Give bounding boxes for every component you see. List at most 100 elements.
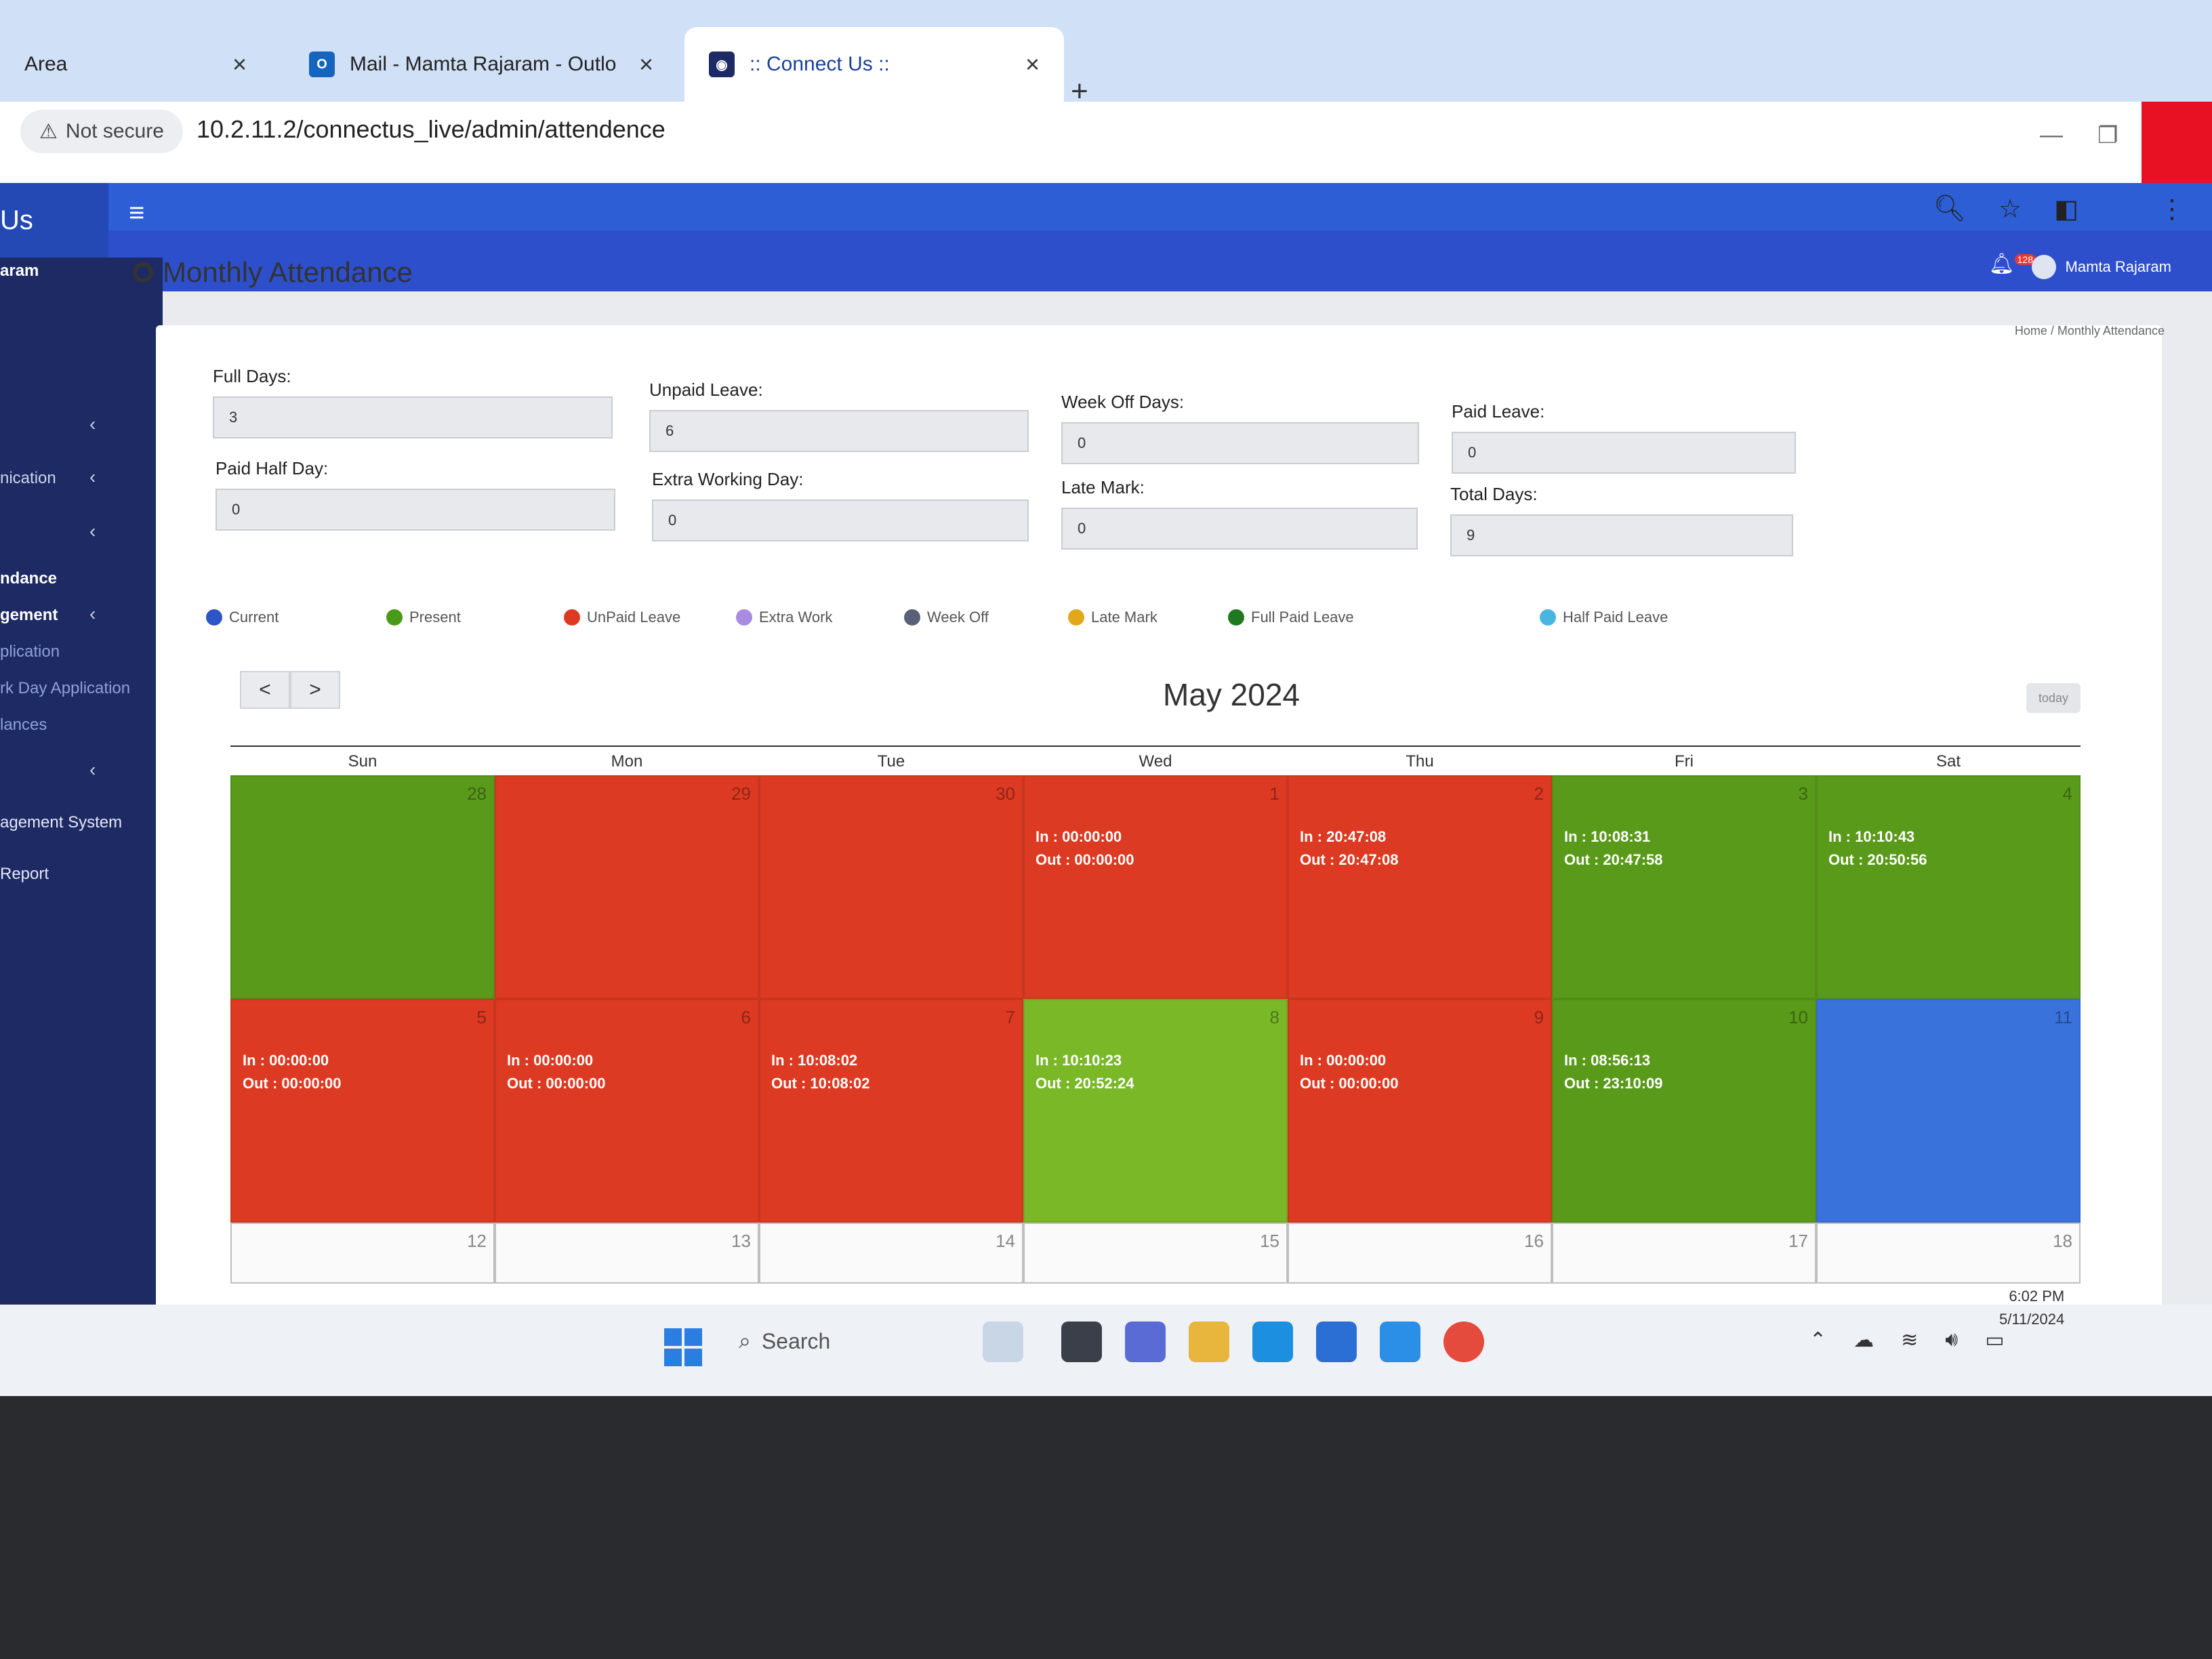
file-explorer-icon[interactable] — [1189, 1322, 1229, 1362]
breadcrumb[interactable]: Home / Monthly Attendance — [2014, 324, 2165, 337]
app-brand[interactable]: Us — [0, 183, 108, 258]
legend-extra-work: Extra Work — [736, 609, 832, 626]
chrome-icon[interactable] — [1443, 1322, 1484, 1362]
tab-label: :: Connect Us :: — [750, 53, 890, 75]
calendar-day-cell[interactable]: 1 In : 00:00:00 Out : 00:00:00 — [1023, 775, 1288, 999]
battery-icon[interactable]: ▭ — [1985, 1329, 2005, 1351]
calendar-day-cell[interactable]: 2 In : 20:47:08 Out : 20:47:08 — [1288, 775, 1552, 999]
zoom-icon[interactable]: 🔍︎ — [1933, 194, 1967, 223]
more-menu-icon[interactable]: ⋮ — [2159, 195, 2185, 224]
day-header-thu: Thu — [1288, 745, 1552, 777]
calendar-day-cell[interactable]: 7 In : 10:08:02 Out : 10:08:02 — [759, 999, 1023, 1223]
sidebar-item-management-system[interactable]: agement System — [0, 813, 123, 832]
sidebar-item-work-day-application[interactable]: rk Day Application — [0, 679, 131, 697]
calendar-day-cell[interactable]: 8 In : 10:10:23 Out : 20:52:24 — [1023, 999, 1288, 1223]
window-close-button[interactable] — [2142, 102, 2212, 183]
calendar-day-cell[interactable]: 14 — [759, 1223, 1023, 1284]
day-number: 9 — [1534, 1007, 1544, 1027]
extra-working-day-input[interactable]: 0 — [652, 499, 1029, 541]
calendar-day-cell[interactable]: 13 — [495, 1223, 759, 1284]
sidebar-item-management[interactable]: gement — [0, 606, 58, 624]
tab-area[interactable]: Area × — [0, 27, 271, 102]
calendar-day-cell[interactable]: 4 In : 10:10:43 Out : 20:50:56 — [1816, 775, 2081, 999]
tab-outlook[interactable]: O Mail - Mamta Rajaram - Outlo × — [285, 27, 678, 102]
tab-close-icon[interactable]: × — [232, 50, 247, 78]
restore-icon[interactable]: ❐ — [2097, 123, 2118, 148]
calendar-day-cell[interactable]: 5 In : 00:00:00 Out : 00:00:00 — [230, 999, 495, 1223]
total-days-input[interactable]: 9 — [1450, 514, 1793, 556]
url-input[interactable]: 10.2.11.2/connectus_live/admin/attendenc… — [197, 115, 665, 143]
tab-close-icon[interactable]: × — [1025, 50, 1040, 78]
calendar-day-cell[interactable]: 11 — [1816, 999, 2081, 1223]
bookmark-star-icon[interactable]: ☆ — [1999, 195, 2022, 224]
user-menu[interactable]: Mamta Rajaram — [2031, 255, 2171, 279]
legend-dot — [386, 609, 403, 626]
windows-start-icon[interactable] — [664, 1328, 702, 1366]
today-button[interactable]: today — [2026, 683, 2081, 713]
calendar-day-cell[interactable]: 3 In : 10:08:31 Out : 20:47:58 — [1552, 775, 1816, 999]
sidebar-item-attendance[interactable]: ndance — [0, 569, 58, 588]
calendar-day-cell[interactable]: 9 In : 00:00:00 Out : 00:00:00 — [1288, 999, 1552, 1223]
chevron-left-icon[interactable]: ‹ — [89, 466, 96, 487]
calendar-day-cell[interactable]: 29 — [495, 775, 759, 999]
unpaid-leave-input[interactable]: 6 — [649, 410, 1029, 452]
next-month-button[interactable]: > — [290, 671, 340, 709]
week-off-days-input[interactable]: 0 — [1061, 422, 1419, 464]
menu-toggle-icon[interactable]: ≡ — [129, 198, 145, 228]
connect-us-icon: ◉ — [709, 52, 735, 77]
sidebar-item-communication[interactable]: nication — [0, 469, 56, 487]
security-label: Not secure — [65, 120, 164, 142]
calendar-day-cell[interactable]: 16 — [1288, 1223, 1552, 1284]
sidebar-item-balances[interactable]: lances — [0, 716, 47, 734]
day-number: 17 — [1788, 1231, 1808, 1251]
sidepanel-icon[interactable]: ◧ — [2054, 195, 2079, 224]
chevron-left-icon[interactable]: ‹ — [89, 759, 96, 780]
wifi-icon[interactable]: ≋ — [1901, 1329, 1919, 1351]
store-icon[interactable] — [1316, 1322, 1357, 1362]
attendance-times: In : 00:00:00 Out : 00:00:00 — [1300, 1049, 1399, 1095]
sidebar-item-application[interactable]: plication — [0, 642, 60, 661]
teams-icon[interactable] — [1125, 1322, 1166, 1362]
field-label: Unpaid Leave: — [649, 380, 763, 400]
chevron-left-icon[interactable]: ‹ — [89, 413, 96, 434]
weather-icon[interactable] — [983, 1322, 1023, 1362]
chevron-left-icon[interactable]: ‹ — [89, 603, 96, 624]
day-number: 1 — [1269, 783, 1279, 804]
calendar-day-cell[interactable]: 6 In : 00:00:00 Out : 00:00:00 — [495, 999, 759, 1223]
paid-half-day-input[interactable]: 0 — [216, 489, 615, 531]
calendar-day-cell[interactable]: 28 — [230, 775, 495, 999]
calendar-title: May 2024 — [1163, 677, 1300, 712]
paid-leave-input[interactable]: 0 — [1452, 432, 1796, 474]
legend-dot — [1540, 609, 1556, 626]
day-header-mon: Mon — [495, 745, 759, 777]
minimize-icon[interactable]: — — [2040, 122, 2063, 148]
taskbar-search[interactable]: ⌕ Search — [739, 1328, 830, 1354]
chevron-up-icon[interactable]: ⌃ — [1809, 1329, 1827, 1351]
calendar-day-cell[interactable]: 15 — [1023, 1223, 1288, 1284]
calendar-day-cell[interactable]: 30 — [759, 775, 1023, 999]
calendar-day-cell[interactable]: 18 — [1816, 1223, 2081, 1284]
notification-bell-icon[interactable]: 🔔︎ 128 — [1989, 252, 2036, 276]
system-tray: ⌃ ☁ ≋ 🔊︎ ▭ — [1809, 1328, 2005, 1352]
chevron-left-icon[interactable]: ‹ — [89, 520, 96, 541]
calendar-day-cell[interactable]: 12 — [230, 1223, 495, 1284]
late-mark-input[interactable]: 0 — [1061, 508, 1418, 550]
calendar-day-cell[interactable]: 17 — [1552, 1223, 1816, 1284]
prev-month-button[interactable]: < — [240, 671, 290, 709]
cloud-off-icon[interactable]: ☁ — [1853, 1329, 1875, 1351]
sidebar-item-report[interactable]: Report — [0, 865, 49, 883]
calendar-day-cell[interactable]: 10 In : 08:56:13 Out : 23:10:09 — [1552, 999, 1816, 1223]
app-l-icon[interactable] — [1061, 1322, 1102, 1362]
edge-icon[interactable] — [1252, 1322, 1293, 1362]
unpaid-leave-field: Unpaid Leave: 6 — [649, 380, 1029, 452]
profile-icon[interactable]: ● — [2111, 194, 2127, 222]
taskbar-clock[interactable]: 6:02 PM 5/11/2024 — [1999, 1285, 2064, 1331]
in-time: In : 20:47:08 — [1300, 828, 1387, 845]
tab-connect-us[interactable]: ◉ :: Connect Us :: × — [684, 27, 1064, 102]
app-l-blue-icon[interactable] — [1380, 1322, 1420, 1362]
volume-icon[interactable]: 🔊︎ — [1945, 1328, 1959, 1351]
full-days-input[interactable]: 3 — [213, 396, 613, 438]
tab-close-icon[interactable]: × — [638, 50, 653, 78]
security-chip[interactable]: ⚠ Not secure — [20, 110, 183, 153]
day-number: 5 — [476, 1007, 487, 1027]
